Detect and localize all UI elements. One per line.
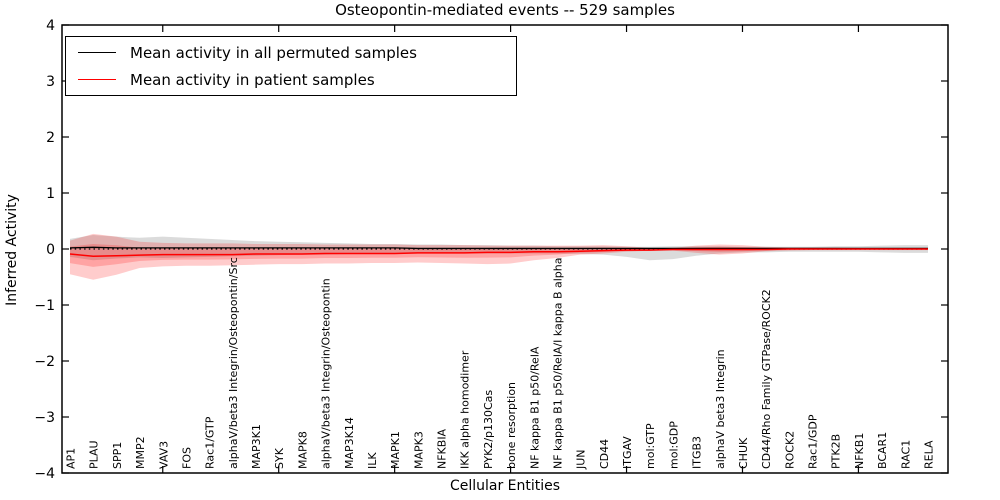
x-tick-label: alphaV/beta3 Integrin/Osteopontin xyxy=(320,278,333,469)
patient-mean-line xyxy=(69,248,928,258)
y-tick-label: −3 xyxy=(34,410,55,426)
x-tick-label: ILK xyxy=(366,452,379,469)
y-tick-label: 1 xyxy=(46,186,55,202)
x-tick-label: mol:GTP xyxy=(644,423,657,469)
x-tick-label: CD44 xyxy=(598,439,611,469)
y-tick-label: −4 xyxy=(34,466,55,482)
x-tick-label: MAP3K1 xyxy=(250,424,263,469)
x-tick-label: PLAU xyxy=(88,440,101,469)
x-tick-label: MAPK8 xyxy=(296,431,309,469)
x-tick-label: alphaV/beta3 Integrin/Osteopontin/Src xyxy=(227,257,240,469)
legend-entry-permuted: Mean activity in all permuted samples xyxy=(66,43,516,63)
y-tick-label: 3 xyxy=(46,74,55,90)
y-tick-label: −2 xyxy=(34,354,55,370)
y-tick-label: 2 xyxy=(46,130,55,146)
legend-entry-patient: Mean activity in patient samples xyxy=(66,70,516,90)
x-tick-label: ITGB3 xyxy=(691,436,704,469)
x-tick-label: mol:GDP xyxy=(667,421,680,469)
x-tick-label: AP1 xyxy=(65,448,78,469)
legend-line-sample-red xyxy=(78,79,116,80)
x-tick-label: CHUK xyxy=(737,437,750,469)
x-tick-label: FOS xyxy=(180,447,193,469)
patient-band-outer xyxy=(70,233,928,280)
x-tick-label: MMP2 xyxy=(134,436,147,469)
x-tick-label: NF kappa B1 p50/RelA/I kappa B alpha xyxy=(551,258,564,470)
y-axis-title: Inferred Activity xyxy=(4,194,20,306)
x-tick-label: MAPK3 xyxy=(412,431,425,469)
x-tick-label: RELA xyxy=(923,440,936,469)
y-tick-label: 0 xyxy=(46,242,55,258)
x-tick-label: BCAR1 xyxy=(876,432,889,469)
x-tick-label: CD44/Rho Family GTPase/ROCK2 xyxy=(760,289,773,469)
legend-label-patient: Mean activity in patient samples xyxy=(130,70,375,89)
x-tick-label: VAV3 xyxy=(157,441,170,469)
x-tick-label: SPP1 xyxy=(111,442,124,469)
legend-label-permuted: Mean activity in all permuted samples xyxy=(130,43,417,62)
x-tick-label: ROCK2 xyxy=(783,431,796,469)
chart-title: Osteopontin-mediated events -- 529 sampl… xyxy=(335,1,675,19)
x-tick-label: PTK2B xyxy=(830,434,843,469)
x-tick-label: bone resorption xyxy=(505,382,518,469)
x-tick-label: PYK2/p130Cas xyxy=(482,390,495,469)
x-tick-label: Rac1/GDP xyxy=(807,414,820,469)
x-axis-title: Cellular Entities xyxy=(449,478,561,494)
x-tick-label: NF kappa B1 p50/RelA xyxy=(528,346,541,469)
legend-line-sample-black xyxy=(78,52,116,53)
legend: Mean activity in all permuted samples Me… xyxy=(65,36,517,96)
x-tick-label: IKK alpha homodimer xyxy=(459,350,472,469)
x-tick-label: Rac1/GTP xyxy=(204,416,217,469)
x-tick-label: SYK xyxy=(273,447,286,469)
y-tick-label: −1 xyxy=(34,298,55,314)
x-tick-label: JUN xyxy=(575,449,588,470)
x-tick-label: alphaV beta3 Integrin xyxy=(714,349,727,469)
x-tick-label: MAPK1 xyxy=(389,431,402,469)
x-tick-label: ITGAV xyxy=(621,436,634,469)
y-tick-label: 4 xyxy=(46,18,55,34)
x-tick-label: NFKB1 xyxy=(853,433,866,469)
x-tick-label: MAP3K14 xyxy=(343,417,356,469)
x-tick-label: RAC1 xyxy=(899,440,912,469)
x-tick-label: NFKBIA xyxy=(436,428,449,469)
